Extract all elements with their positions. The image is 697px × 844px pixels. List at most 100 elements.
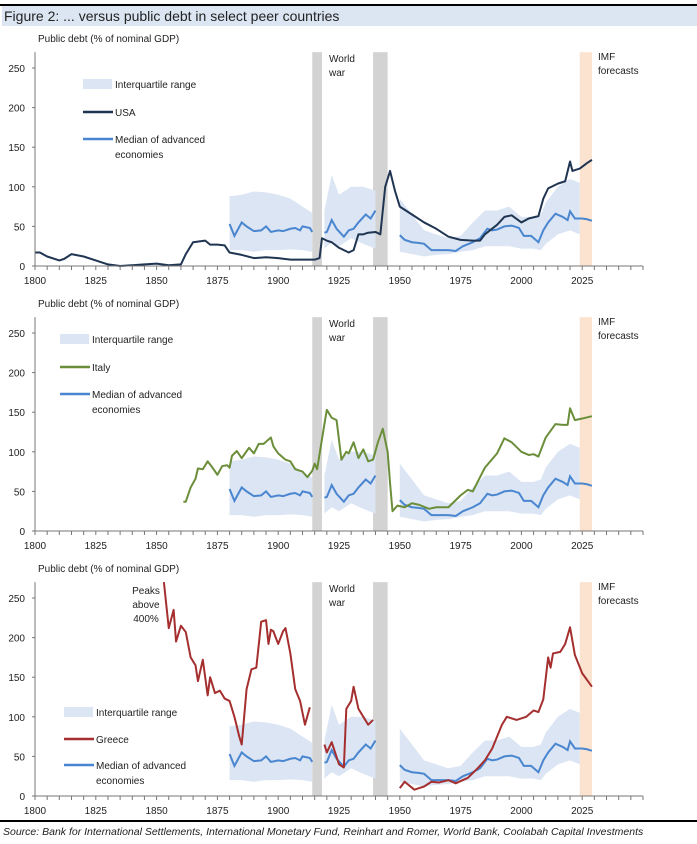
y-tick-label: 0 (19, 792, 25, 803)
x-tick-label: 1950 (389, 541, 412, 552)
median-line (228, 750, 314, 769)
x-tick-label: 1975 (449, 276, 472, 287)
imf-forecasts-label: IMF (598, 582, 615, 593)
x-tick-label: 1975 (449, 541, 472, 552)
imf-forecast-band (579, 317, 592, 531)
y-tick-label: 150 (8, 673, 25, 684)
iqr-band (399, 178, 580, 257)
y-tick-label: 250 (8, 594, 25, 605)
y-axis-title: Public debt (% of nominal GDP) (38, 564, 179, 575)
x-tick-label: 1825 (85, 541, 108, 552)
x-tick-label: 1800 (24, 276, 47, 287)
usa-line (35, 159, 593, 267)
iqr-band (229, 456, 313, 517)
greece-peak-note: Peaks (132, 586, 160, 597)
y-tick-label: 150 (8, 143, 25, 154)
y-tick-label: 50 (14, 752, 26, 763)
y-tick-label: 250 (8, 329, 25, 340)
y-tick-label: 200 (8, 369, 25, 380)
imf-forecasts-label: forecasts (598, 66, 639, 77)
panel-italy: 0 50 100 150 200 250 1800 1825 1850 1875 1900 1925 1… (8, 299, 644, 552)
world-war-band (312, 582, 322, 796)
x-tick-label: 1850 (145, 276, 168, 287)
imf-forecasts-label: forecasts (598, 331, 639, 342)
y-tick-label: 100 (8, 183, 25, 194)
top-rule (0, 4, 697, 6)
legend-median-label: economies (92, 405, 140, 416)
world-war-label: World (329, 319, 355, 330)
legend-iqr-swatch (60, 334, 89, 344)
x-tick-label: 1975 (449, 806, 472, 817)
x-tick-label: 1875 (206, 806, 229, 817)
y-tick-label: 200 (8, 634, 25, 645)
bottom-rule (0, 820, 697, 822)
legend-median-label: economies (96, 776, 144, 787)
x-tick-label: 1825 (85, 806, 108, 817)
y-tick-label: 100 (8, 448, 25, 459)
x-tick-label: 2025 (571, 541, 594, 552)
imf-forecast-band (579, 52, 592, 266)
median-line (399, 474, 593, 517)
y-tick-label: 200 (8, 104, 25, 115)
median-line (399, 209, 593, 252)
panel-usa: 0 50 100 150 200 250 1800 1825 1850 1875 1900 1925 1… (8, 34, 644, 287)
x-tick-label: 2025 (571, 806, 594, 817)
iqr-band (399, 708, 580, 787)
iqr-band (229, 721, 313, 782)
world-war-band (373, 582, 388, 796)
legend-median-label: Median of advanced (92, 390, 182, 401)
y-tick-label: 0 (19, 527, 25, 538)
median-line (228, 220, 314, 239)
median-line (324, 210, 377, 239)
x-tick-label: 2000 (510, 541, 533, 552)
y-tick-label: 250 (8, 64, 25, 75)
x-tick-label: 2000 (510, 806, 533, 817)
x-tick-label: 1950 (389, 276, 412, 287)
world-war-band (312, 52, 322, 266)
italy-line (183, 407, 593, 513)
panel-greece: 0 50 100 150 200 250 1800 1825 1850 1875 1900 1925 1… (8, 564, 644, 817)
legend-median-label: Median of advanced (115, 135, 205, 146)
world-war-label: World (329, 54, 355, 65)
legend-iqr-swatch (64, 707, 93, 717)
y-tick-label: 100 (8, 713, 25, 724)
x-tick-label: 1950 (389, 806, 412, 817)
legend-median-label: Median of advanced (96, 761, 186, 772)
greece-line (162, 582, 311, 746)
y-tick-label: 50 (14, 222, 26, 233)
median-line (324, 740, 377, 769)
source-note: Source: Bank for International Settlemen… (3, 826, 644, 838)
greece-line (399, 626, 593, 791)
imf-forecast-band (579, 582, 592, 796)
y-tick-label: 0 (19, 262, 25, 273)
x-tick-label: 1850 (145, 541, 168, 552)
iqr-band (399, 443, 580, 522)
median-line (324, 475, 377, 504)
median-line (399, 739, 593, 782)
figure-title: Figure 2: ... versus public debt in sele… (4, 8, 340, 24)
greece-line (323, 685, 374, 769)
legend-country-label: Italy (92, 363, 110, 374)
legend-country-label: Greece (96, 735, 129, 746)
iqr-band (324, 174, 376, 249)
world-war-band (312, 317, 322, 531)
title-bar (2, 6, 697, 26)
world-war-label: World (329, 584, 355, 595)
x-tick-label: 1800 (24, 806, 47, 817)
legend-iqr-label: Interquartile range (92, 335, 174, 346)
x-tick-label: 1800 (24, 541, 47, 552)
greece-peak-note: 400% (133, 614, 159, 625)
x-tick-label: 1875 (206, 276, 229, 287)
x-tick-label: 2000 (510, 276, 533, 287)
legend-iqr-label: Interquartile range (96, 708, 178, 719)
x-tick-label: 1900 (267, 276, 290, 287)
y-axis-title: Public debt (% of nominal GDP) (38, 299, 179, 310)
legend-iqr-swatch (83, 79, 112, 89)
greece-peak-note: above (132, 600, 160, 611)
legend-median-label: economies (115, 150, 163, 161)
imf-forecasts-label: IMF (598, 317, 615, 328)
y-tick-label: 150 (8, 408, 25, 419)
x-tick-label: 1925 (328, 276, 351, 287)
